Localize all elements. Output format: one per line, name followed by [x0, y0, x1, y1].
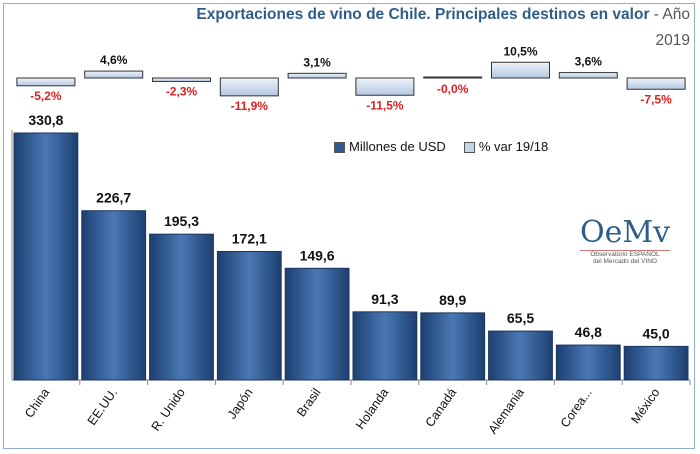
bar-label-pct: -5,2%	[30, 89, 62, 103]
title-text: Exportaciones de vino de Chile. Principa…	[196, 6, 650, 23]
x-tick-label: Corea...	[558, 386, 595, 430]
bar-label-pct: -11,9%	[231, 99, 269, 113]
legend-swatch	[463, 142, 475, 154]
bar-pct	[219, 77, 279, 97]
chart-border	[3, 3, 695, 449]
bar-label-usd: 226,7	[96, 190, 131, 206]
logo-line2: del Mercado del VINO	[593, 258, 657, 265]
bar-label-usd: 172,1	[232, 230, 267, 246]
bar-pct	[423, 76, 483, 79]
bar-pct	[558, 72, 618, 79]
legend-label: % var 19/18	[478, 139, 549, 154]
title-suffix: - Año	[653, 6, 690, 23]
legend-swatch	[334, 142, 345, 154]
bar-usd	[488, 330, 553, 381]
bar-usd	[216, 250, 282, 381]
bar-pct	[355, 77, 415, 96]
bar-pct	[16, 77, 76, 87]
x-tick-label: Alemania	[486, 386, 527, 437]
x-tick-label: Brasil	[294, 386, 323, 420]
oemv-logo: OeMv Observatorio ESPAÑOL del Mercado de…	[580, 218, 670, 265]
bar-pct	[84, 70, 144, 79]
x-tick-label: Holanda	[353, 386, 391, 432]
bar-label-pct: 4,6%	[100, 53, 128, 67]
x-tick-label: EE.UU.	[85, 386, 120, 428]
bar-label-usd: 195,3	[164, 213, 199, 229]
chart-title: Exportaciones de vino de Chile. Principa…	[196, 6, 690, 24]
bar-usd	[420, 312, 486, 381]
bar-usd	[623, 345, 689, 381]
bar-usd	[284, 267, 350, 381]
bar-pct	[491, 61, 550, 79]
bar-usd	[81, 210, 147, 381]
bar-label-pct: -11,5%	[366, 98, 404, 112]
legend-item-usd: Millones de USD	[334, 139, 446, 154]
bar-label-usd: 91,3	[371, 291, 398, 307]
bar-label-pct: 3,1%	[303, 55, 331, 69]
legend: Millones de USD % var 19/18	[334, 139, 548, 154]
bar-label-usd: 149,6	[300, 247, 335, 263]
logo-line1: Observatorio ESPAÑOL	[580, 250, 670, 258]
bar-usd	[555, 344, 621, 381]
bar-pct	[287, 72, 347, 79]
x-tick-label: México	[628, 386, 662, 427]
bar-label-usd: 46,8	[575, 324, 602, 340]
bar-usd	[13, 132, 79, 381]
bar-label-pct: 3,6%	[575, 55, 603, 69]
x-tick-label: Japón	[225, 386, 256, 422]
bar-label-usd: 330,8	[28, 112, 63, 128]
bar-pct	[626, 77, 686, 90]
bar-label-usd: 45,0	[642, 325, 669, 341]
legend-item-var: % var 19/18	[463, 139, 549, 154]
bar-pct	[152, 77, 211, 82]
bar-usd	[149, 233, 214, 381]
bar-label-usd: 65,5	[507, 310, 534, 326]
bar-label-pct: -7,5%	[640, 92, 672, 106]
logo-mark: OeMv	[580, 215, 671, 250]
bar-label-pct: -0,0%	[437, 82, 469, 96]
bar-label-usd: 89,9	[439, 292, 466, 308]
legend-label: Millones de USD	[349, 139, 446, 154]
x-tick-label: China	[22, 386, 52, 421]
bar-usd	[352, 311, 418, 381]
x-tick-label: Canadá	[423, 386, 460, 430]
bar-label-pct: -2,3%	[166, 84, 198, 98]
x-tick-label: R. Unido	[149, 386, 188, 434]
chart-year: 2019	[655, 32, 690, 49]
bar-label-pct: 10,5%	[503, 44, 537, 58]
